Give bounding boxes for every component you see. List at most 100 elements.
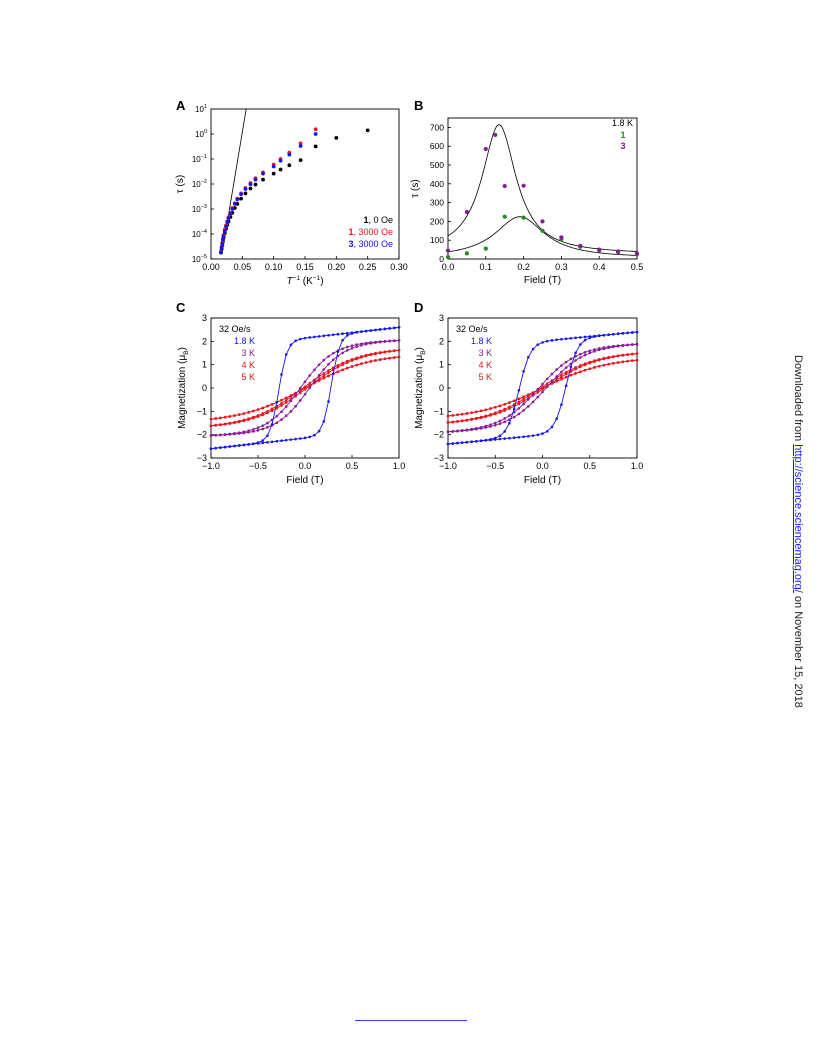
- panel-label: D: [414, 300, 423, 315]
- download-note-suffix: on November 15, 2018: [792, 592, 804, 708]
- data-point: [579, 343, 582, 346]
- data-point: [541, 390, 544, 394]
- x-tick-label: −1.0: [202, 461, 220, 471]
- data-point: [336, 332, 340, 336]
- data-point: [579, 365, 582, 369]
- data-point: [256, 426, 260, 430]
- data-point: [308, 435, 312, 439]
- data-point: [261, 177, 265, 182]
- data-point: [275, 439, 279, 443]
- data-point: [607, 362, 610, 366]
- data-point: [508, 436, 511, 440]
- data-point: [275, 421, 279, 425]
- data-point: [303, 380, 307, 384]
- data-point: [456, 413, 459, 417]
- data-point: [475, 440, 478, 443]
- data-point: [317, 335, 321, 338]
- data-point: [588, 361, 592, 365]
- y-tick-label: 100: [430, 235, 444, 245]
- data-point: [451, 414, 455, 417]
- data-point: [531, 347, 535, 351]
- data-point: [522, 395, 525, 399]
- data-point: [308, 386, 312, 390]
- data-point: [484, 426, 488, 429]
- data-point: [365, 128, 370, 133]
- data-point: [475, 410, 478, 414]
- data-point: [579, 352, 582, 356]
- data-point: [635, 343, 639, 346]
- data-point: [341, 363, 344, 367]
- data-point: [564, 337, 568, 341]
- data-point: [350, 344, 354, 347]
- data-point: [555, 375, 558, 378]
- data-point: [219, 446, 222, 449]
- x-tick-label: 0.25: [359, 262, 377, 272]
- series-4-K: [446, 352, 639, 424]
- y-tick-label: −1: [197, 406, 207, 416]
- data-point: [299, 337, 302, 341]
- data-point: [266, 404, 269, 408]
- data-point: [313, 127, 318, 132]
- y-tick-label: 2: [439, 336, 444, 346]
- data-point: [289, 343, 293, 347]
- data-point: [355, 331, 359, 334]
- data-point: [493, 438, 497, 441]
- data-point: [303, 336, 307, 340]
- data-point: [574, 367, 577, 371]
- data-point: [266, 434, 269, 438]
- data-point: [233, 421, 236, 425]
- data-point: [583, 338, 587, 342]
- data-point: [621, 332, 625, 335]
- data-point: [536, 387, 540, 391]
- data-point: [560, 373, 563, 377]
- data-point: [564, 375, 568, 379]
- data-point: [223, 445, 227, 449]
- y-tick-label: −3: [434, 453, 444, 463]
- data-point: [364, 342, 368, 346]
- legend-entry: 3: [620, 141, 625, 151]
- data-point: [303, 436, 307, 440]
- data-point: [228, 415, 232, 418]
- data-point: [364, 354, 368, 358]
- data-point: [374, 341, 377, 344]
- data-point: [602, 357, 606, 361]
- data-point: [388, 350, 391, 353]
- data-point: [583, 353, 587, 357]
- data-point: [446, 430, 450, 434]
- x-tick-label: 0.3: [555, 262, 568, 272]
- data-point: [630, 331, 634, 334]
- data-point: [541, 387, 544, 391]
- data-point: [489, 438, 492, 442]
- data-point: [317, 429, 321, 433]
- data-point: [383, 327, 387, 331]
- data-point: [253, 177, 258, 182]
- data-point: [327, 374, 330, 378]
- download-link[interactable]: http://science.sciencemag.org/: [792, 444, 804, 593]
- data-point: [451, 420, 455, 424]
- data-point: [322, 334, 326, 338]
- data-point: [322, 376, 326, 380]
- data-point: [630, 359, 634, 362]
- data-point: [223, 422, 227, 426]
- data-point: [360, 343, 363, 347]
- data-point: [303, 392, 307, 396]
- data-point: [350, 359, 354, 362]
- y-tick-label: 200: [430, 216, 444, 226]
- data-point: [294, 404, 297, 408]
- data-point: [527, 394, 530, 398]
- data-point: [228, 422, 232, 425]
- legend-entry: 3 K: [478, 348, 492, 358]
- data-point: [331, 351, 335, 355]
- data-point: [355, 363, 359, 367]
- data-point: [266, 421, 269, 425]
- data-point: [209, 447, 213, 450]
- data-point: [616, 332, 620, 336]
- data-point: [578, 243, 583, 248]
- y-tick-label: 400: [430, 179, 444, 189]
- data-point: [247, 443, 250, 446]
- data-point: [560, 337, 563, 341]
- data-point: [484, 408, 488, 412]
- x-tick-label: 0.15: [296, 262, 314, 272]
- data-point: [256, 415, 260, 418]
- download-note-prefix: Downloaded from: [792, 355, 804, 445]
